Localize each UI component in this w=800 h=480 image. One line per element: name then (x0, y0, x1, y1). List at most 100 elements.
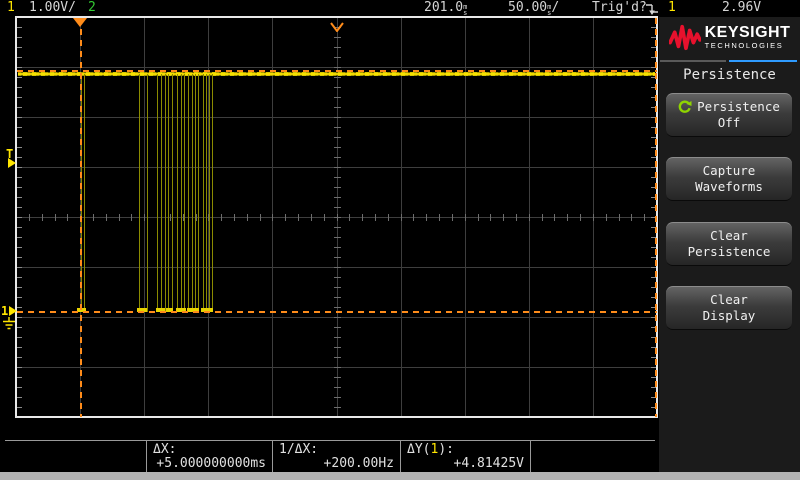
waveform-edge (84, 74, 85, 312)
border-tick (651, 117, 656, 118)
border-tick (17, 107, 22, 108)
center-axis-tick (333, 147, 341, 148)
center-axis-tick (259, 214, 261, 221)
inverse-delta-x-cell: 1/ΔX: +200.00Hz (272, 441, 400, 473)
center-axis-tick (333, 237, 341, 238)
channel1-scale[interactable]: 1.00V/ (29, 0, 76, 15)
center-axis-tick (333, 367, 341, 368)
ground-symbol-icon (3, 317, 15, 330)
delta-x-label: ΔX: (153, 442, 177, 457)
border-tick (651, 287, 656, 288)
waveform-low-segment (77, 308, 86, 312)
center-axis-tick (554, 214, 556, 221)
waveform-edge (139, 74, 140, 312)
waveform-edge (202, 74, 204, 312)
border-tick (17, 167, 22, 168)
center-axis-tick (333, 187, 341, 188)
cursor-x1[interactable] (79, 18, 82, 417)
border-tick (17, 67, 22, 68)
cursor-x2[interactable] (654, 18, 657, 417)
border-tick (651, 97, 656, 98)
grid-line-vertical (336, 17, 338, 417)
border-tick (651, 307, 656, 308)
cursor-readout-panel: ΔX: +5.000000000ms 1/ΔX: +200.00Hz ΔY(1)… (5, 440, 655, 473)
center-axis-tick (333, 117, 341, 118)
waveform-edge (164, 74, 166, 312)
divider-gray (660, 60, 726, 62)
center-axis-tick (80, 214, 82, 221)
channel2-number[interactable]: 2 (88, 0, 96, 15)
grid-line-horizontal (16, 367, 657, 368)
border-tick (17, 197, 22, 198)
trigger-level-marker-arrow-icon[interactable] (8, 158, 16, 168)
center-axis-tick (375, 214, 376, 221)
border-tick (17, 277, 22, 278)
center-axis-tick (336, 214, 338, 221)
waveform-edge (188, 74, 189, 312)
cursor-y2[interactable] (17, 311, 657, 313)
center-axis-tick (105, 214, 107, 221)
center-axis-tick (349, 214, 351, 221)
trigger-level-value[interactable]: 2.96V (722, 0, 762, 15)
border-tick (17, 147, 22, 148)
grid-line-vertical (144, 17, 146, 417)
menu-title: Persistence (683, 67, 776, 83)
border-tick (17, 257, 22, 258)
trigger-status: Trig'd? (592, 0, 647, 15)
grid-line-vertical (272, 17, 274, 417)
waveform-low-segment (137, 308, 147, 312)
delta-y-value: +4.81425V (453, 456, 524, 471)
waveform-edge (205, 74, 207, 312)
button-label: Capture (702, 163, 756, 178)
border-tick (17, 337, 22, 338)
timebase-scale[interactable]: 50.00 m s / (508, 0, 560, 17)
capture-waveforms-button[interactable]: Capture Waveforms (666, 157, 792, 201)
border-tick (651, 397, 656, 398)
center-axis-tick (333, 177, 341, 178)
button-label: Display (702, 308, 756, 323)
center-axis-tick (333, 87, 341, 88)
center-axis-tick (92, 214, 94, 221)
grid-line-vertical (528, 17, 530, 417)
center-axis-tick (333, 247, 341, 248)
brand-subtitle: TECHNOLOGIES (704, 41, 784, 50)
grid-line-vertical (592, 17, 594, 417)
cycle-icon (678, 100, 692, 113)
persistence-off-button[interactable]: Persistence Off (666, 93, 792, 137)
center-axis-tick (144, 214, 146, 221)
center-axis-tick (333, 97, 341, 98)
border-tick (17, 57, 22, 58)
border-tick (651, 37, 656, 38)
center-axis-tick (118, 214, 120, 221)
cursor-y1[interactable] (17, 70, 657, 72)
waveform-edge (177, 74, 178, 312)
waveform-edge (168, 74, 169, 312)
center-axis-tick (567, 214, 569, 221)
center-axis-tick (333, 37, 341, 38)
graticule-border-bottom (15, 416, 658, 418)
border-tick (17, 347, 22, 348)
waveform-edge (208, 74, 210, 312)
status-bar: 1 1.00V/ 2 201.0 m s 50.00 m s / Trig'd? 1 2.… (0, 0, 800, 17)
clear-display-button[interactable]: Clear Display (666, 286, 792, 330)
softkey-menu-sidebar: KEYSIGHT TECHNOLOGIES Persistence Persis… (659, 17, 800, 472)
waveform-edge (146, 74, 148, 312)
trigger-point-marker-icon[interactable] (73, 18, 87, 27)
ch1-ground-marker-arrow-icon[interactable] (9, 306, 17, 316)
center-axis-tick (333, 107, 341, 108)
channel1-number[interactable]: 1 (7, 0, 15, 15)
center-axis-tick (28, 214, 30, 221)
grid-line-horizontal (16, 117, 657, 118)
grid-line-horizontal (16, 217, 657, 218)
timebase-value: 50.00 (508, 0, 548, 15)
horizontal-delay[interactable]: 201.0 m s (424, 0, 468, 17)
keysight-spark-icon (668, 24, 701, 51)
border-tick (651, 87, 656, 88)
border-tick (17, 387, 22, 388)
border-tick (17, 307, 22, 308)
waveform-edge (160, 74, 162, 312)
clear-persistence-button[interactable]: Clear Persistence (666, 222, 792, 266)
falling-edge-trigger-icon (646, 4, 658, 15)
center-axis-tick (333, 27, 341, 28)
